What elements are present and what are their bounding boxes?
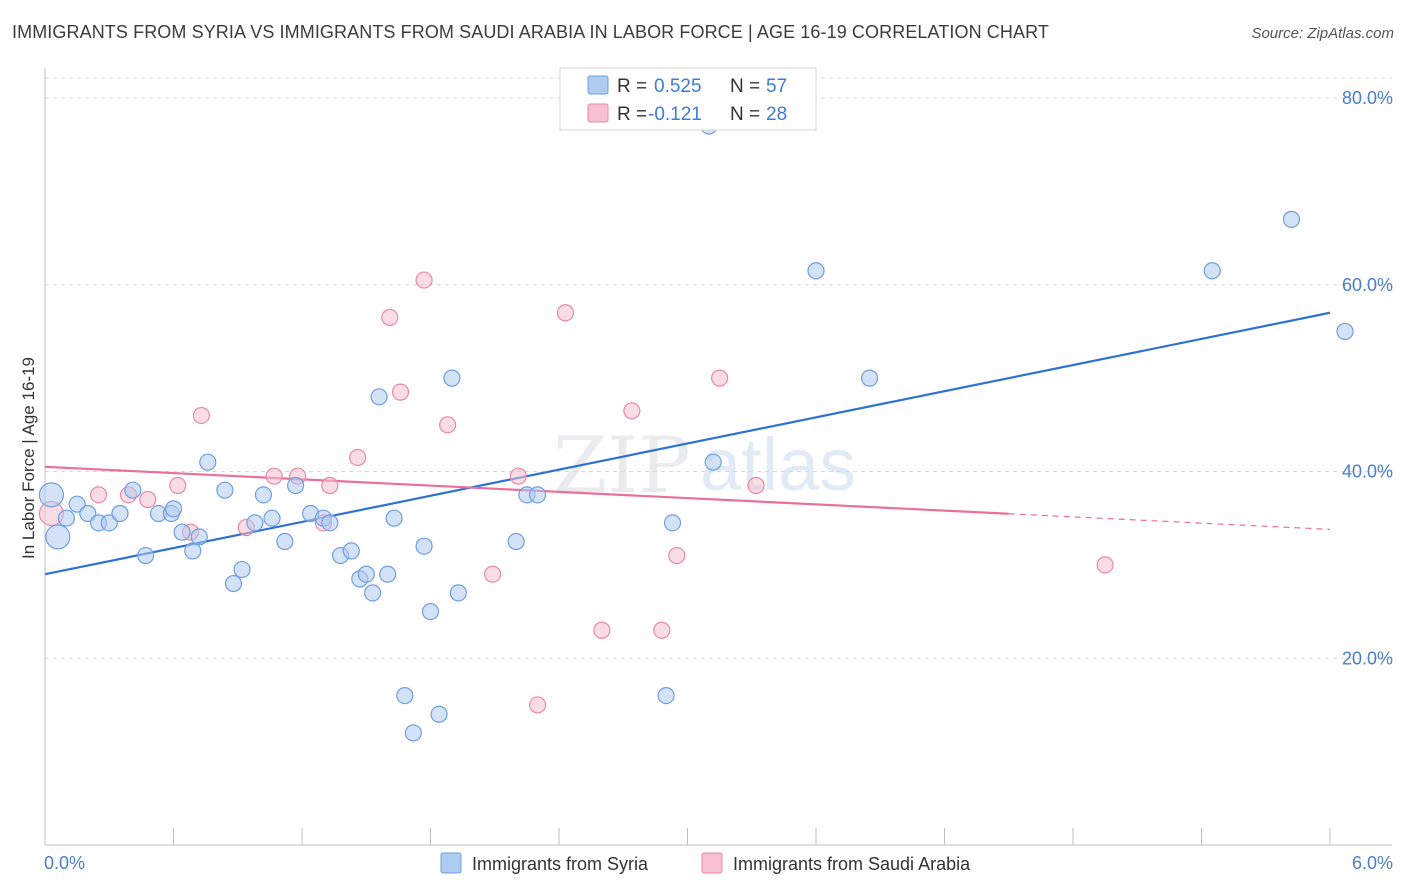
legend-n-label-saudi: N = — [730, 104, 760, 125]
saudi-point — [439, 416, 457, 434]
legend-r-label-saudi: R = — [617, 104, 647, 125]
syria-point — [1336, 322, 1354, 341]
zipatlas-watermark: ZIP atlas — [553, 421, 856, 511]
syria-point — [396, 686, 414, 705]
syria-point — [263, 509, 281, 527]
y-tick-label: 40.0% — [1342, 462, 1393, 482]
syria-point — [173, 523, 191, 541]
series-legend: Immigrants from Syria Immigrants from Sa… — [440, 852, 971, 874]
syria-point — [38, 482, 65, 508]
legend-swatch-saudi-bottom — [701, 852, 723, 874]
legend-label-saudi: Immigrants from Saudi Arabia — [733, 854, 971, 874]
y-tick-label: 20.0% — [1342, 648, 1393, 668]
syria-point — [233, 560, 251, 579]
chart-title: IMMIGRANTS FROM SYRIA VS IMMIGRANTS FROM… — [12, 22, 1049, 42]
saudi-point — [415, 271, 433, 289]
syria-point — [321, 514, 339, 532]
saudi-point — [265, 467, 283, 485]
syria-point — [370, 388, 388, 406]
syria-point — [199, 453, 217, 471]
syria-point — [421, 602, 440, 621]
syria-point — [443, 369, 461, 387]
syria-point — [111, 504, 129, 523]
syria-point — [449, 584, 467, 602]
syria-point — [357, 565, 375, 583]
chart-source: Source: ZipAtlas.com — [1251, 25, 1394, 42]
legend-r-value-syria: 0.525 — [654, 76, 702, 97]
legend-n-value-saudi: 28 — [766, 104, 787, 125]
saudi-point — [169, 476, 187, 495]
syria-point — [184, 542, 202, 560]
saudi-point — [509, 467, 527, 485]
saudi-point — [747, 476, 765, 495]
syria-point — [385, 509, 403, 527]
tick-labels: 20.0% 40.0% 60.0% 80.0% 0.0% 6.0% — [44, 88, 1393, 873]
saudi-point — [556, 304, 575, 322]
y-tick-label: 80.0% — [1342, 88, 1393, 108]
saudi-point — [139, 490, 157, 509]
trend-lines — [44, 311, 1331, 576]
legend-swatch-syria-bottom — [440, 852, 462, 874]
syria-point — [663, 514, 682, 532]
syria-point — [657, 686, 675, 705]
syria-point — [507, 532, 525, 551]
syria-point — [124, 481, 142, 499]
syria-point — [342, 542, 360, 560]
syria-points — [38, 117, 1354, 742]
syria-point — [190, 528, 208, 546]
syria-point — [286, 476, 305, 495]
syria-point — [404, 724, 422, 742]
saudi-point — [349, 448, 367, 467]
y-tick-label: 60.0% — [1342, 275, 1393, 295]
legend-n-value-syria: 57 — [766, 76, 787, 97]
syria-point — [246, 514, 264, 532]
syria-point — [276, 532, 294, 551]
syria-point — [860, 369, 879, 387]
saudi-point — [381, 308, 399, 327]
saudi-point — [711, 369, 729, 387]
legend-swatch-saudi — [587, 103, 609, 123]
legend-n-label-syria: N = — [730, 76, 760, 97]
saudi-point — [1096, 556, 1114, 574]
correlation-legend: R = 0.525 N = 57 R = -0.121 N = 28 — [559, 67, 817, 131]
syria-point — [379, 565, 397, 583]
saudi-point — [528, 696, 547, 714]
syria-point — [528, 486, 547, 504]
legend-label-syria: Immigrants from Syria — [472, 854, 649, 874]
saudi-point — [593, 621, 611, 639]
trend-line-saudi-extension — [1008, 513, 1331, 530]
syria-point — [57, 509, 76, 527]
syria-point — [45, 524, 71, 550]
syria-point — [704, 453, 722, 471]
x-tick-label: 6.0% — [1352, 853, 1393, 873]
syria-point — [807, 262, 825, 280]
syria-point — [224, 574, 243, 593]
syria-point — [137, 546, 155, 565]
legend-swatch-syria — [587, 75, 609, 95]
saudi-point — [192, 406, 210, 425]
saudi-point — [623, 402, 641, 420]
syria-point — [216, 481, 234, 499]
trend-line-syria — [44, 311, 1331, 576]
syria-point — [1203, 262, 1221, 280]
saudi-point — [391, 383, 410, 401]
legend-r-value-saudi: -0.121 — [648, 104, 702, 125]
syria-point — [1282, 210, 1301, 228]
syria-point — [430, 705, 448, 723]
saudi-point — [653, 621, 671, 639]
y-axis-title: In Labor Force | Age 16-19 — [19, 357, 38, 559]
syria-point — [364, 584, 382, 602]
saudi-point — [484, 565, 502, 583]
syria-point — [254, 486, 273, 504]
watermark-atlas: atlas — [700, 423, 856, 506]
saudi-point — [321, 476, 339, 495]
saudi-point — [89, 486, 108, 504]
syria-point — [415, 537, 433, 555]
syria-point — [164, 500, 183, 518]
saudi-point — [668, 546, 686, 565]
x-tick-label: 0.0% — [44, 853, 85, 873]
axes — [44, 68, 1392, 846]
legend-r-label-syria: R = — [617, 76, 647, 97]
